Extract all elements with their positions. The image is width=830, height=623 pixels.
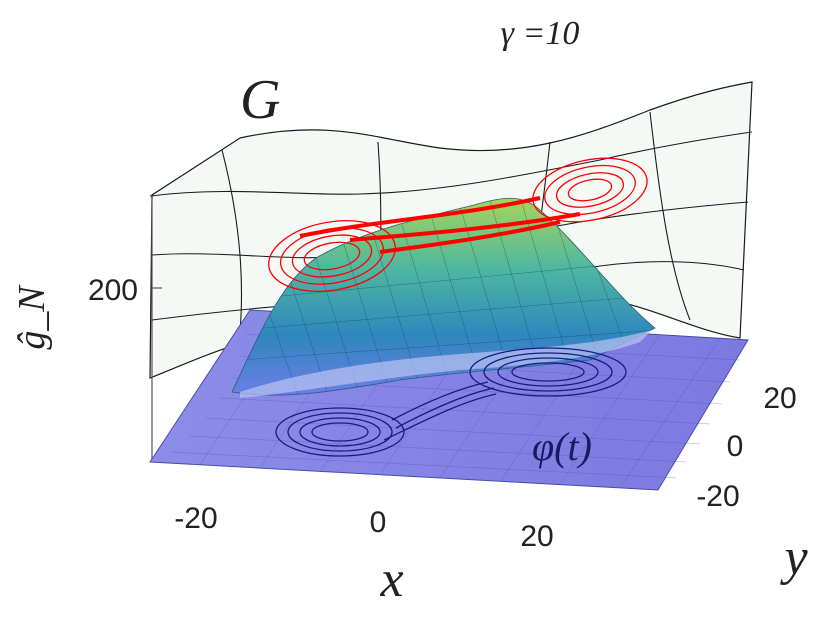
x-tick-label: 20 — [520, 520, 553, 553]
z-axis-label: ĝ_N — [11, 284, 53, 350]
y-tick-label: -20 — [696, 480, 739, 513]
attractor-projected — [275, 347, 627, 457]
surface-hill — [231, 197, 656, 396]
trajectory-label: φ(t) — [532, 424, 592, 469]
attractor-lifted-bridge — [299, 196, 581, 254]
x-axis: -20 0 20 x — [174, 502, 553, 608]
z-tick-label: 200 — [88, 274, 138, 307]
attractor-lifted — [268, 157, 648, 292]
y-tick-label: 0 — [727, 430, 744, 463]
x-axis-label: x — [379, 551, 403, 608]
manifold-label: G — [240, 69, 280, 131]
surface-shadow — [240, 330, 652, 398]
x-tick-label: 0 — [370, 506, 387, 539]
y-axis-label: y — [779, 529, 808, 586]
z-axis: 200 ĝ_N — [11, 198, 162, 462]
y-tick-label: 20 — [763, 382, 796, 415]
chart-title: γ =10 — [501, 15, 580, 52]
y-axis: 20 0 -20 y — [696, 382, 808, 586]
x-tick-label: -20 — [174, 502, 217, 535]
